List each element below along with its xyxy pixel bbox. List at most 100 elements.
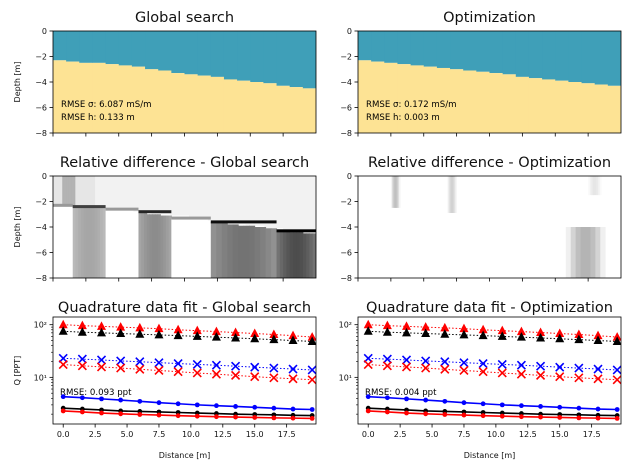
data-point-dot <box>252 415 258 420</box>
difference-blob-cell <box>600 227 606 278</box>
model-image <box>53 31 316 133</box>
data-point-triangle <box>135 329 145 338</box>
upper-difference-cell <box>71 176 74 207</box>
data-point-x <box>116 356 126 366</box>
lower-difference-cell <box>105 209 109 278</box>
difference-blob-cell <box>596 176 599 196</box>
data-point-dot <box>194 413 200 419</box>
top-layer-cell <box>528 31 543 79</box>
upper-difference-cell <box>56 176 59 206</box>
data-point-x <box>135 357 145 367</box>
model-curve-dotted <box>63 324 313 338</box>
model-curve-dotted <box>368 324 618 338</box>
data-point-triangle <box>154 329 164 339</box>
boundary-streak <box>72 205 106 209</box>
lower-difference-cell <box>100 207 104 278</box>
lower-difference-cell <box>312 233 316 278</box>
top-layer-cell <box>66 31 80 62</box>
upper-difference-cell <box>296 176 301 233</box>
boundary-streak <box>105 207 139 211</box>
upper-difference-cell <box>113 176 134 210</box>
y-tick-label: 0 <box>347 172 352 181</box>
bottom-layer-cell <box>223 79 238 133</box>
data-point-x <box>593 374 603 384</box>
upper-difference-cell <box>57 176 60 206</box>
data-point-triangle <box>612 336 621 345</box>
y-axis-label: Q [PPT] <box>13 356 22 386</box>
y-tick-label: −2 <box>35 198 47 207</box>
data-point-dot <box>194 402 200 408</box>
upper-difference-cell <box>306 176 310 234</box>
lower-difference-cell <box>72 206 76 278</box>
difference-blob-cell <box>580 227 586 278</box>
data-point-triangle <box>421 328 431 338</box>
data-point-dot <box>156 400 162 406</box>
y-tick-label: −8 <box>340 129 352 138</box>
data-point-triangle <box>382 327 392 336</box>
model-curve <box>63 407 313 417</box>
data-point-dot <box>156 412 162 418</box>
bottom-layer-cell <box>423 66 438 133</box>
upper-difference-cell <box>54 176 57 206</box>
data-point-dot <box>423 411 429 417</box>
lower-difference-cell <box>132 211 137 278</box>
data-point-x <box>363 359 373 370</box>
upper-difference-cell <box>55 176 58 206</box>
lower-difference-cell <box>286 230 291 278</box>
data-point-triangle <box>363 319 373 329</box>
fit-plot-area <box>363 319 621 421</box>
data-point-triangle <box>116 328 126 338</box>
top-layer-cell <box>542 31 556 80</box>
difference-blob-cell <box>448 176 451 213</box>
upper-difference-cell <box>93 176 96 208</box>
bottom-layer-cell <box>289 87 304 133</box>
upper-difference-cell <box>170 176 190 216</box>
data-point-triangle <box>363 326 373 335</box>
upper-difference-cell <box>59 176 61 206</box>
rmse-sigma-annotation: RMSE σ: 6.087 mS/m <box>61 100 152 110</box>
axes-frame <box>357 316 622 425</box>
data-point-x <box>173 358 183 369</box>
bottom-layer-cell <box>410 65 425 133</box>
panel-title: Quadrature data fit - Optimization <box>366 300 613 316</box>
data-point-dot <box>271 415 277 421</box>
upper-difference-cell <box>75 176 78 207</box>
boundary-streak <box>276 229 316 233</box>
data-point-dot <box>384 395 390 401</box>
top-layer-cell <box>489 31 504 74</box>
lower-difference-cell <box>102 207 107 278</box>
data-point-x <box>173 367 183 377</box>
difference-blob-cell <box>590 227 596 278</box>
top-layer-cell <box>210 31 225 77</box>
top-layer-cell <box>289 31 304 88</box>
lower-difference-cell <box>116 209 120 278</box>
lower-difference-cell <box>130 210 134 278</box>
rmse-h-annotation: RMSE h: 0.003 m <box>366 113 440 123</box>
lower-difference-cell <box>168 215 172 278</box>
data-point-x <box>536 361 546 371</box>
lower-difference-cell <box>265 228 272 278</box>
lower-difference-cell <box>146 214 150 278</box>
lower-difference-cell <box>149 214 153 278</box>
lower-difference-cell <box>138 211 142 278</box>
bottom-layer-cell <box>607 85 621 133</box>
data-point-dot <box>576 405 582 411</box>
data-point-dot <box>309 407 315 412</box>
data-point-x <box>77 361 87 371</box>
lower-difference-cell <box>207 220 212 278</box>
bottom-layer-cell <box>263 83 278 133</box>
difference-blob-cell <box>454 176 456 213</box>
data-point-triangle <box>593 330 603 340</box>
bottom-layer-cell <box>436 67 451 133</box>
difference-blob-cell <box>565 227 572 278</box>
lower-difference-cell <box>197 220 202 278</box>
data-point-dot <box>461 400 467 406</box>
lower-difference-cell <box>221 221 228 278</box>
lower-difference-cell <box>57 205 61 278</box>
data-point-x <box>612 365 621 375</box>
bottom-layer-cell <box>210 76 225 133</box>
top-layer-cell <box>302 31 316 89</box>
data-point-dot <box>557 404 563 410</box>
data-point-x <box>421 356 431 366</box>
